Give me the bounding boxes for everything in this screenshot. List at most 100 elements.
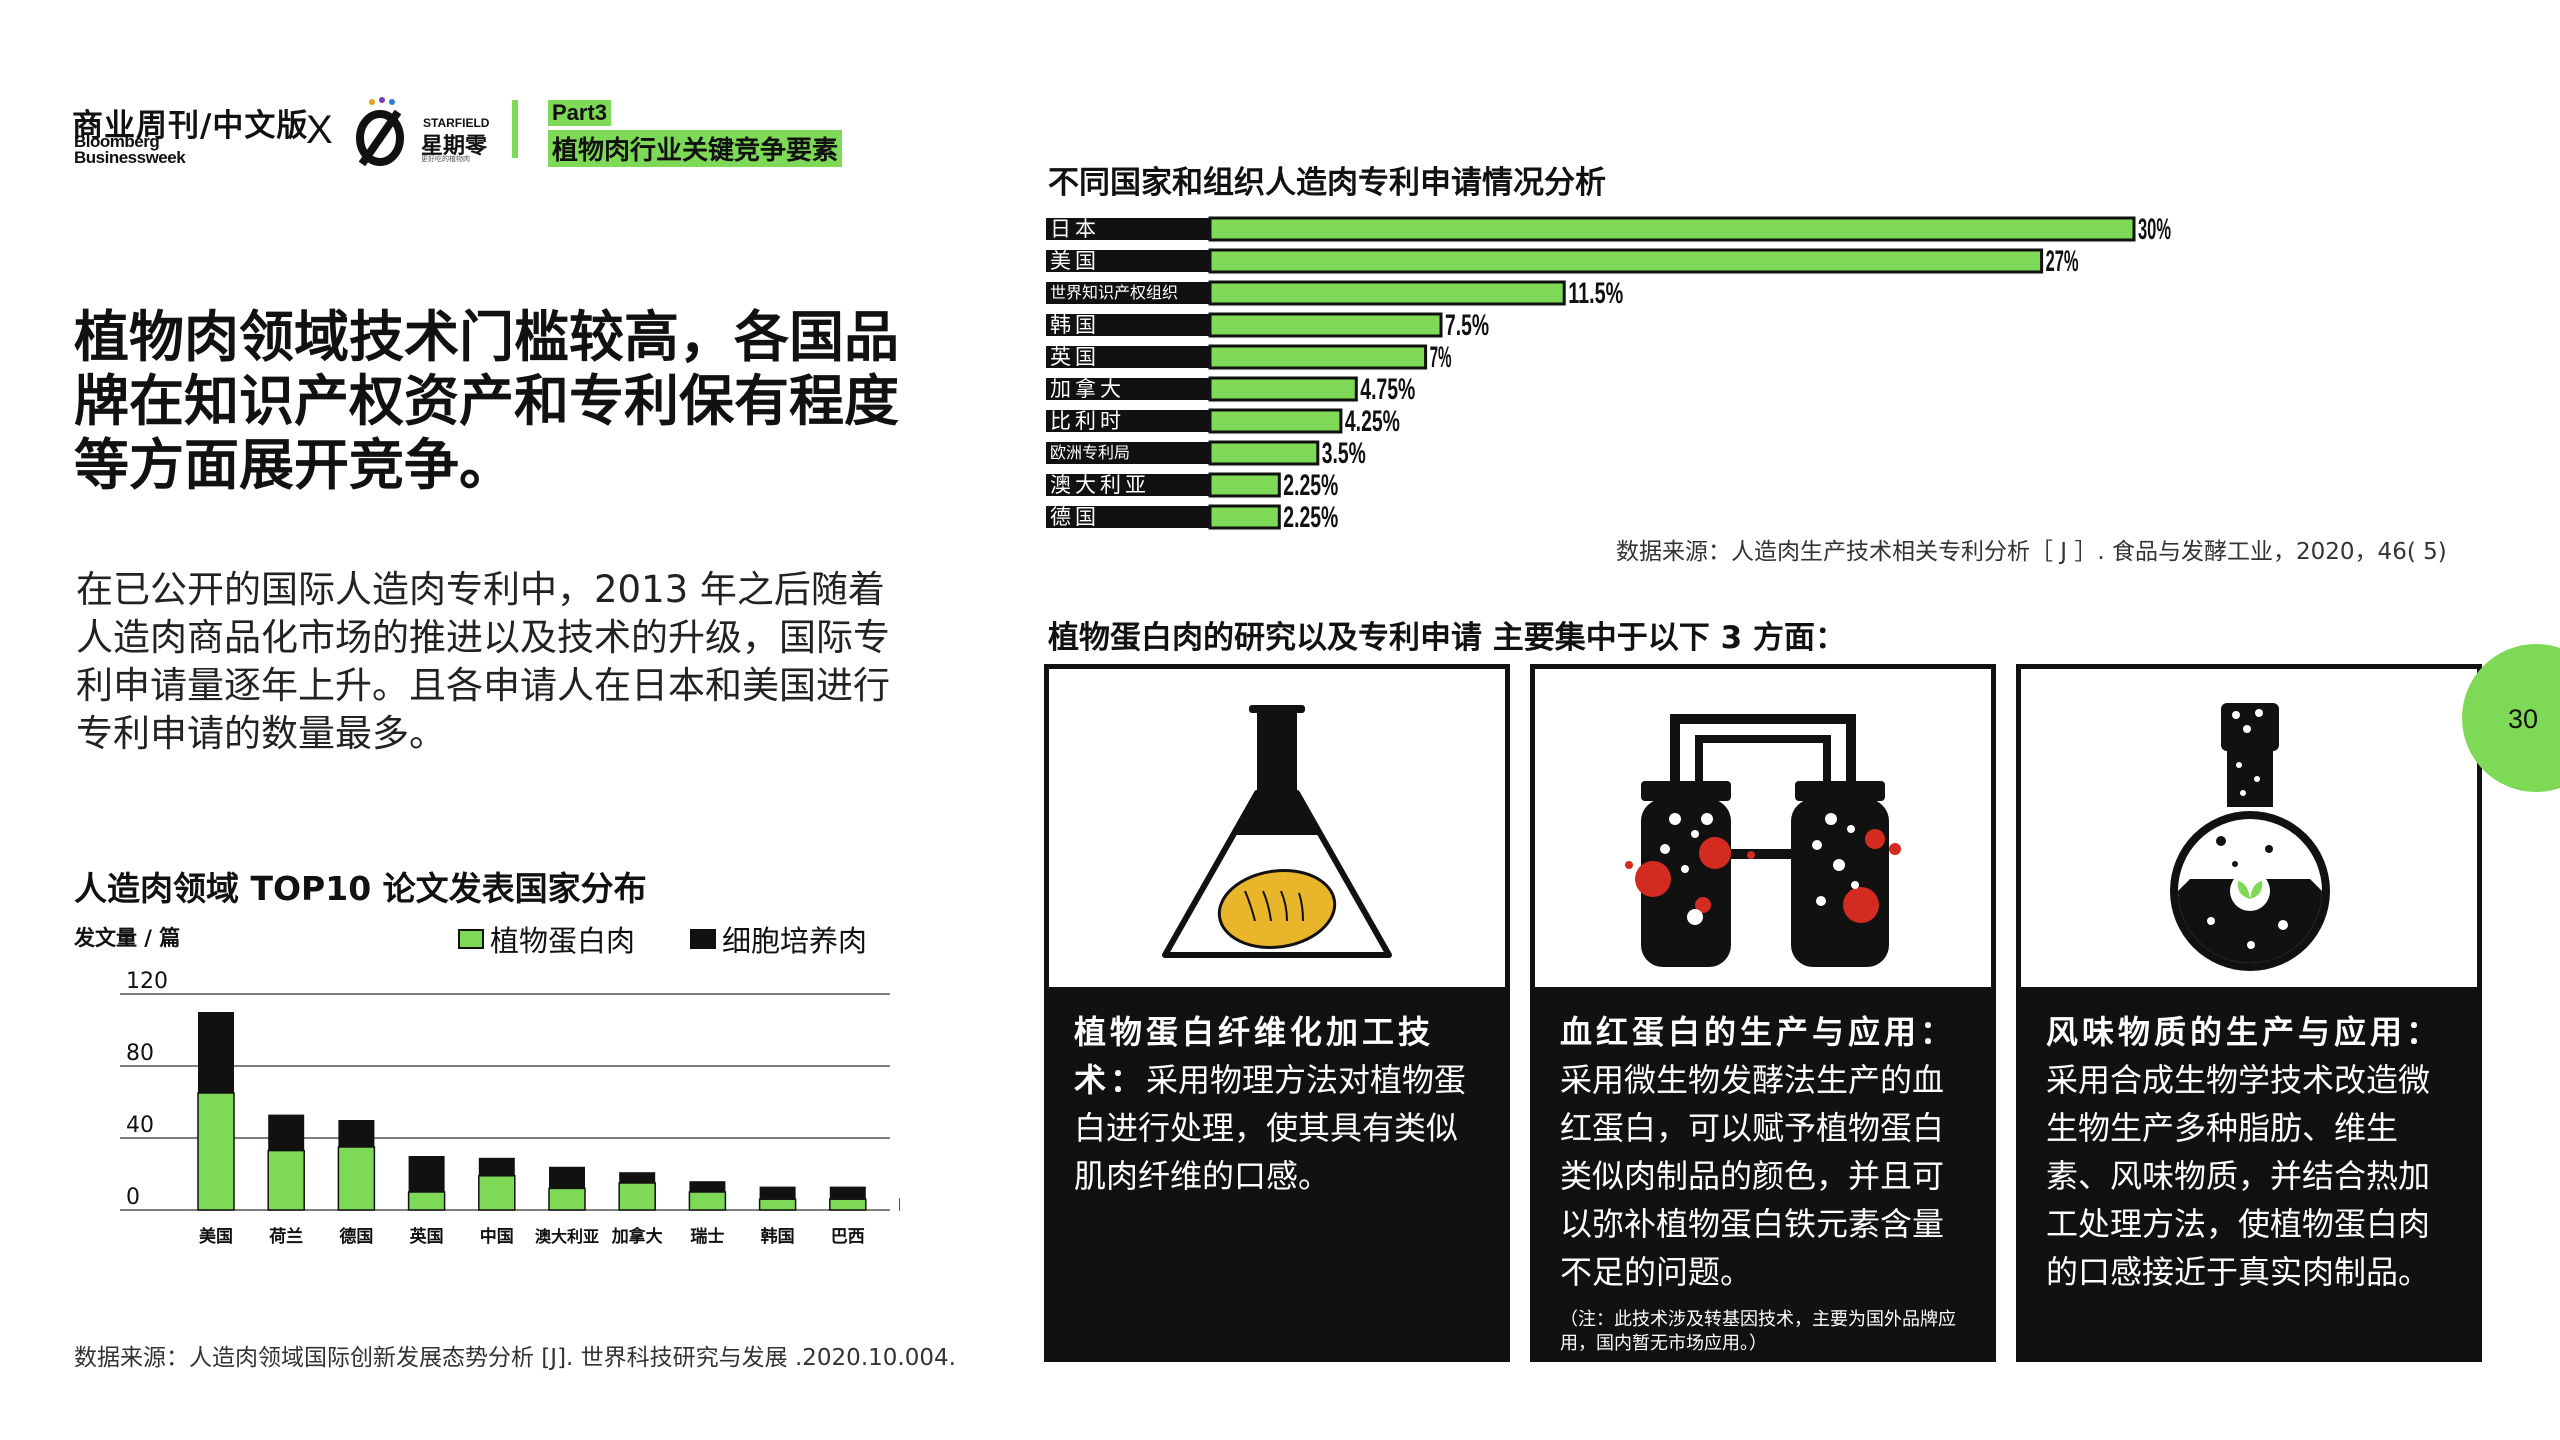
pub-chart: 04080120美国荷兰德国英国中国澳大利亚加拿大瑞士韩国巴西印度 [120, 969, 900, 1247]
page-title: 植物肉领域技术门槛较高，各国品牌在知识产权资产和专利保有程度等方面展开竞争。 [74, 305, 900, 497]
patent-category-label: 韩国 [1050, 313, 1100, 337]
patent-bar [1208, 344, 1428, 370]
pub-bar-plant [197, 1092, 235, 1211]
patent-value-label: 4.75% [1360, 373, 1415, 406]
page-number: 30 [2508, 704, 2539, 734]
patent-label-bg [1046, 378, 1210, 400]
patent-bar [1208, 504, 1281, 530]
card-note: （注：此技术涉及转基因技术，主要为国外品牌应用，国内暂无市场应用。） [1560, 1309, 1956, 1354]
patent-category-label: 澳大利亚 [1050, 473, 1150, 497]
patent-category-label: 日本 [1050, 217, 1100, 241]
pub-chart-ylabel: 发文量 / 篇 [74, 926, 181, 950]
source-left: 数据来源：人造肉领域国际创新发展态势分析 [J]. 世界科技研究与发展 .202… [74, 1345, 956, 1371]
legend-plant: 植物蛋白肉 [458, 918, 635, 960]
pub-bar-plant [267, 1149, 305, 1211]
patent-chart-title: 不同国家和组织人造肉专利申请情况分析 [1048, 165, 1606, 201]
card-text: 植物蛋白纤维化加工技术：采用物理方法对植物蛋白进行处理，使其具有类似肌肉纤维的口… [1074, 1008, 1484, 1200]
pub-category-label: 德国 [339, 1226, 373, 1247]
card-heading: 植物蛋白纤维化加工技术： [1074, 1013, 1435, 1099]
patent-category-label: 德国 [1050, 505, 1100, 529]
pub-category-label: 韩国 [761, 1226, 795, 1247]
card-body: 采用物理方法对植物蛋白进行处理，使其具有类似肌肉纤维的口感。 [1074, 1061, 1467, 1195]
patent-value-label: 27% [2046, 245, 2079, 278]
pub-bar-cell [759, 1186, 796, 1200]
card-flavor-production: 风味物质的生产与应用： 采用合成生物学技术改造微生物生产多种脂肪、维生素、风味物质… [2016, 664, 2482, 1362]
card-fiber-processing: 植物蛋白纤维化加工技术：采用物理方法对植物蛋白进行处理，使其具有类似肌肉纤维的口… [1044, 664, 1510, 1362]
areas-title: 植物蛋白肉的研究以及专利申请 主要集中于以下 3 方面： [1048, 620, 1846, 656]
patent-value-label: 7% [1430, 341, 1452, 374]
pub-bar-plant [688, 1191, 727, 1211]
patent-label-bg [1046, 442, 1210, 464]
starfield-cn: 星期零 [421, 134, 488, 159]
card-heading: 风味物质的生产与应用： [2046, 1013, 2443, 1051]
legend-swatch-plant [458, 929, 484, 949]
pub-bar-cell [408, 1156, 445, 1192]
card-heme-production: 血红蛋白的生产与应用： 采用微生物发酵法生产的血红蛋白，可以赋予植物蛋白类似肉制品… [1530, 664, 1996, 1362]
card-body: 采用合成生物学技术改造微生物生产多种脂肪、维生素、风味物质，并结合热加工处理方法… [2046, 1061, 2431, 1291]
pub-tick-label: 0 [126, 1185, 140, 1210]
legend-swatch-cell [690, 929, 716, 949]
pub-category-label: 澳大利亚 [535, 1227, 599, 1246]
part-title: 植物肉行业关键竞争要素 [548, 130, 843, 167]
pub-bar-plant [829, 1198, 867, 1211]
pub-bar-cell [829, 1186, 866, 1200]
patent-value-label: 2.25% [1283, 501, 1338, 532]
pub-bar-cell [689, 1181, 726, 1192]
card-text: 风味物质的生产与应用： 采用合成生物学技术改造微生物生产多种脂肪、维生素、风味物质… [2046, 1008, 2456, 1296]
patent-bar [1208, 376, 1358, 402]
patent-label-bg [1046, 506, 1210, 528]
patent-category-label: 欧洲专利局 [1050, 443, 1130, 462]
pub-category-label: 巴西 [831, 1227, 865, 1247]
part-divider [512, 100, 518, 158]
starfield-slogan: 更好吃的植物肉 [421, 155, 470, 163]
pub-chart-title: 人造肉领域 TOP10 论文发表国家分布 [74, 869, 647, 908]
pub-bar-cell [198, 1012, 234, 1093]
patent-bar [1208, 472, 1281, 498]
pub-category-label: 瑞士 [690, 1226, 724, 1247]
patent-chart: 日本 30% 美国 27% 世界知识产权组织 11.5% 韩国 7.5% 英国 7% 加拿大 4.75… [1046, 213, 2171, 532]
pub-category-label: 荷兰 [269, 1226, 303, 1247]
pub-bar-cell [338, 1120, 375, 1147]
brand-en: Bloomberg Businessweek [74, 132, 186, 167]
patent-category-label: 英国 [1050, 345, 1100, 369]
patent-label-bg [1046, 314, 1210, 336]
patent-bar [1208, 280, 1566, 306]
patent-bar [1208, 248, 2044, 274]
flask-icon [1162, 705, 1392, 958]
card-illustration [1535, 669, 1991, 987]
card-illustration [1049, 669, 1505, 987]
card-body: 采用微生物发酵法生产的血红蛋白，可以赋予植物蛋白类似肉制品的颜色，并且可以弥补植… [1560, 1061, 1945, 1291]
patent-bar [1208, 216, 2136, 242]
intro-paragraph: 在已公开的国际人造肉专利中，2013 年之后随着人造肉商品化市场的推进以及技术的… [76, 568, 890, 755]
patent-label-bg [1046, 218, 1210, 240]
patent-value-label: 30% [2138, 213, 2171, 246]
patent-value-label: 3.5% [1322, 437, 1366, 470]
pub-category-label: 美国 [199, 1226, 233, 1247]
patent-category-label: 比利时 [1050, 409, 1125, 433]
patent-value-label: 7.5% [1445, 309, 1489, 342]
patent-label-bg [1046, 410, 1210, 432]
pub-tick-label: 80 [126, 1041, 154, 1066]
pub-tick-label: 120 [126, 969, 168, 994]
pub-bar-plant [548, 1187, 586, 1211]
patent-label-bg [1046, 282, 1210, 304]
starfield-logo-icon [356, 97, 404, 166]
patent-category-label: 美国 [1050, 249, 1100, 273]
pub-bar-plant [337, 1146, 376, 1211]
part-number: Part3 [548, 100, 612, 126]
pub-bar-plant [618, 1182, 656, 1211]
patent-bar [1208, 312, 1443, 338]
legend-cell: 细胞培养肉 [690, 918, 867, 960]
patent-bar [1208, 408, 1343, 434]
pub-category-label: 加拿大 [611, 1226, 663, 1247]
pub-bar-plant [758, 1198, 797, 1211]
round-flask-icon [2170, 703, 2330, 971]
card-text: 血红蛋白的生产与应用： 采用微生物发酵法生产的血红蛋白，可以赋予植物蛋白类似肉制品… [1560, 1008, 1970, 1296]
card-heading: 血红蛋白的生产与应用： [1560, 1013, 1957, 1051]
pub-category-label: 中国 [480, 1226, 514, 1247]
pub-bar-cell [619, 1172, 656, 1183]
pub-bar-plant [478, 1175, 516, 1211]
patent-bar [1208, 440, 1320, 466]
collab-x: X [306, 108, 333, 152]
legend-plant-label: 植物蛋白肉 [490, 924, 636, 958]
